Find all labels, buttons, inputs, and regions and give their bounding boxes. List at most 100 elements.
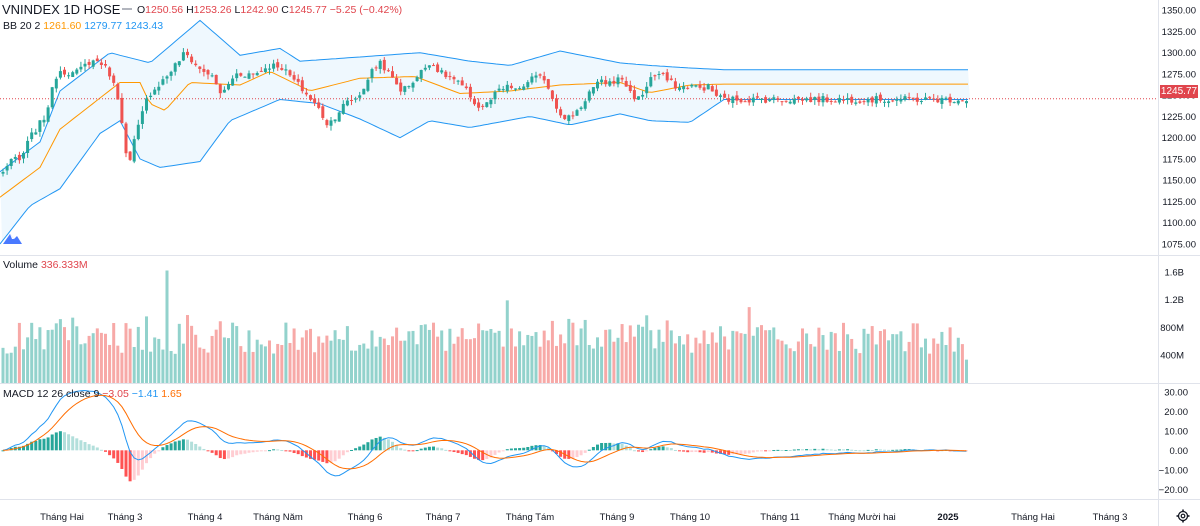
candle-body	[54, 78, 58, 89]
tradingview-logo-icon[interactable]	[3, 231, 23, 245]
macd-hist-bar	[112, 450, 116, 459]
macd-hist-bar	[583, 450, 587, 453]
candle-body	[702, 87, 706, 91]
price-tick-label: 1275.00	[1162, 69, 1196, 80]
candle-body	[526, 82, 530, 88]
volume-bar	[120, 352, 124, 383]
macd-hist-bar	[67, 434, 71, 451]
candle-body	[579, 107, 583, 110]
volume-bar	[9, 352, 13, 383]
bb-legend[interactable]: BB 20 2 1261.60 1279.77 1243.43	[3, 20, 163, 32]
macd-hist-bar	[140, 450, 144, 470]
macd-hist-bar	[30, 441, 34, 451]
macd-hist-bar	[735, 450, 739, 455]
volume-bar	[719, 326, 722, 383]
volume-bar	[579, 328, 583, 383]
candle-body	[354, 98, 358, 100]
volume-bar	[13, 346, 17, 383]
volume-bar	[235, 326, 239, 383]
macd-hist-bar	[436, 447, 440, 451]
macd-hist-bar	[719, 450, 722, 454]
collapse-legend-icon[interactable]	[122, 8, 132, 10]
macd-hist-bar	[251, 450, 255, 453]
volume-bar	[608, 329, 612, 383]
volume-bar	[116, 345, 120, 383]
volume-bar	[452, 343, 456, 383]
macd-hist-bar	[227, 450, 230, 459]
macd-hist-bar	[846, 449, 850, 451]
candle-body	[928, 96, 932, 98]
bb-upper-line	[0, 19, 968, 173]
price-tick-label: 1175.00	[1162, 154, 1196, 165]
volume-bar	[202, 348, 206, 383]
gear-icon[interactable]	[1176, 509, 1190, 523]
macd-hist-bar	[760, 450, 763, 452]
candle-body	[772, 97, 776, 100]
macd-hist-bar	[161, 447, 165, 451]
macd-hist-bar	[464, 450, 468, 456]
macd-hist-bar	[300, 450, 304, 457]
macd-hist-bar	[210, 450, 214, 453]
volume-bar	[530, 335, 534, 383]
candle-body	[600, 79, 604, 83]
volume-bar	[370, 330, 374, 383]
candle-body	[186, 51, 189, 56]
x-axis-label: Tháng 3	[1093, 512, 1128, 523]
candle-body	[91, 60, 95, 67]
volume-bar	[321, 342, 325, 383]
candle-body	[743, 101, 747, 103]
macd-hist-bar	[54, 432, 58, 451]
volume-legend[interactable]: Volume 336.333M	[3, 259, 88, 271]
candle-body	[75, 69, 79, 74]
volume-bar	[95, 328, 99, 383]
candle-body	[63, 69, 66, 75]
macd-hist-bar	[801, 449, 804, 451]
macd-hist-bar	[559, 450, 563, 457]
candle-body	[210, 75, 214, 77]
volume-bar	[79, 344, 83, 383]
candle-body	[690, 84, 694, 87]
macd-hist-bar	[181, 439, 185, 451]
candle-body	[616, 77, 620, 85]
candle-body	[38, 120, 42, 132]
volume-bar	[542, 330, 546, 383]
candle-body	[583, 101, 587, 109]
candle-body	[444, 71, 448, 78]
candle-body	[641, 94, 645, 97]
macd-hist-bar	[284, 450, 288, 452]
candle-body	[907, 97, 911, 99]
candle-body	[477, 102, 481, 108]
candle-body	[198, 66, 202, 69]
macd-hist-bar	[837, 449, 841, 451]
macd-hist-bar	[891, 449, 895, 451]
candle-body	[116, 84, 120, 100]
candle-body	[870, 97, 874, 103]
volume-bar	[300, 337, 304, 383]
macd-hist-bar	[788, 450, 792, 452]
candle-body	[30, 132, 34, 140]
macd-legend[interactable]: MACD 12 26 close 9 −3.05 −1.41 1.65	[3, 388, 182, 400]
candle-body	[563, 114, 567, 120]
candle-body	[727, 98, 731, 102]
macd-hist-bar	[38, 439, 42, 451]
candle-body	[940, 97, 944, 104]
symbol-title[interactable]: VNINDEX 1D HOSE	[2, 2, 121, 17]
macd-hist-bar	[296, 450, 300, 455]
candle-body	[251, 73, 255, 75]
candle-body	[370, 69, 374, 78]
candle-body	[956, 100, 960, 104]
macd-hist-bar	[337, 450, 341, 459]
macd-hist-bar	[587, 449, 591, 451]
volume-bar	[809, 344, 813, 383]
candle-body	[813, 97, 817, 101]
candle-body	[735, 95, 739, 101]
volume-bar	[628, 325, 632, 383]
macd-hist-bar	[194, 443, 198, 451]
volume-bar	[739, 333, 743, 383]
macd-hist-bar	[501, 450, 505, 452]
macd-hist-bar	[149, 450, 153, 459]
candle-body	[145, 98, 148, 111]
volume-bar	[313, 352, 317, 383]
volume-tick-label: 1.2B	[1164, 295, 1184, 306]
